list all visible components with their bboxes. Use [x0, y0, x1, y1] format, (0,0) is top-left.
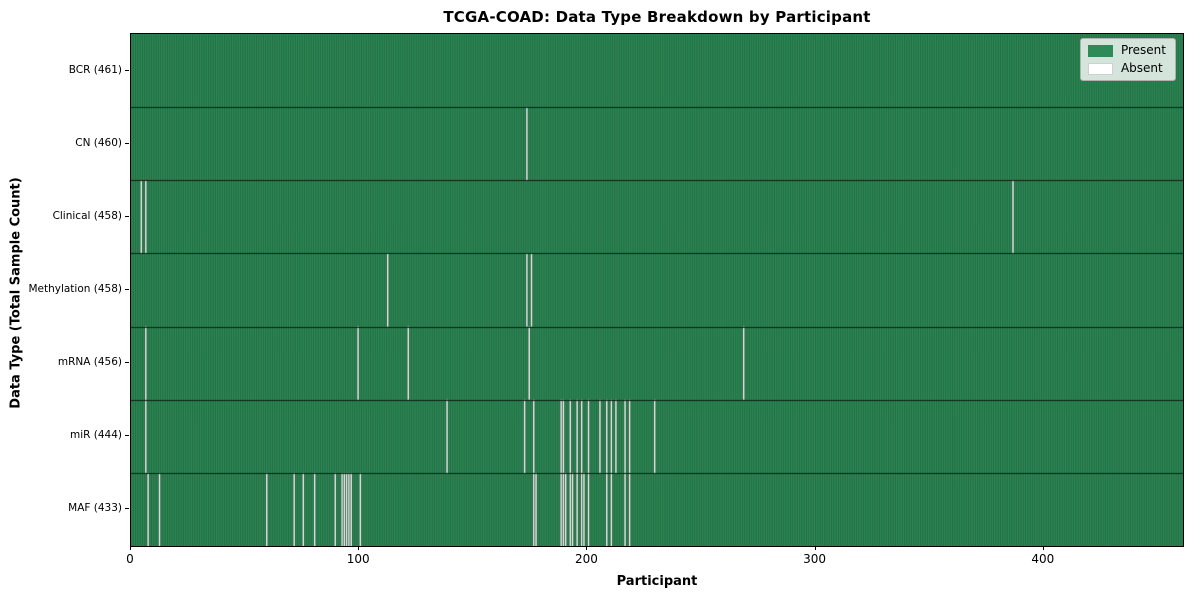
y-tick-mark — [125, 69, 129, 71]
legend-item-absent: Absent — [1087, 61, 1166, 75]
y-tick-mark — [125, 289, 129, 290]
y-tick-mark — [125, 215, 129, 217]
legend: Present Absent — [1079, 38, 1176, 81]
plot-area: Present Absent — [130, 33, 1184, 547]
x-tick-mark — [358, 546, 360, 550]
x-tick-label: 200 — [574, 552, 598, 566]
y-tick-mark — [125, 508, 129, 510]
x-tick-mark — [130, 546, 131, 550]
y-tick-label: mRNA (456) — [57, 356, 122, 369]
absent-swatch-icon — [1087, 62, 1113, 75]
x-tick-mark — [586, 546, 588, 550]
x-tick-label: 400 — [1031, 552, 1055, 566]
x-tick-mark — [814, 546, 816, 550]
x-tick-label: 300 — [803, 552, 827, 566]
y-tick-mark — [125, 362, 129, 364]
y-tick-mark — [125, 142, 129, 144]
y-tick-label: BCR (461) — [68, 63, 122, 76]
y-tick-mark — [125, 435, 129, 437]
x-axis-label: Participant — [616, 574, 698, 589]
present-swatch-icon — [1087, 44, 1113, 57]
legend-label-absent: Absent — [1120, 61, 1163, 75]
y-tick-label: CN (460) — [75, 136, 122, 149]
x-tick-mark — [1042, 546, 1044, 550]
x-tick-label: 0 — [126, 552, 134, 566]
y-tick-label: Methylation (458) — [28, 283, 122, 295]
heatmap-canvas — [131, 34, 1183, 546]
y-tick-label: Clinical (458) — [52, 209, 122, 222]
x-tick-label: 100 — [346, 552, 370, 566]
chart-title: TCGA-COAD: Data Type Breakdown by Partic… — [443, 8, 871, 26]
legend-label-present: Present — [1120, 43, 1166, 57]
y-tick-label: MAF (433) — [68, 502, 122, 515]
y-tick-label: miR (444) — [69, 429, 122, 442]
legend-item-present: Present — [1087, 43, 1166, 57]
